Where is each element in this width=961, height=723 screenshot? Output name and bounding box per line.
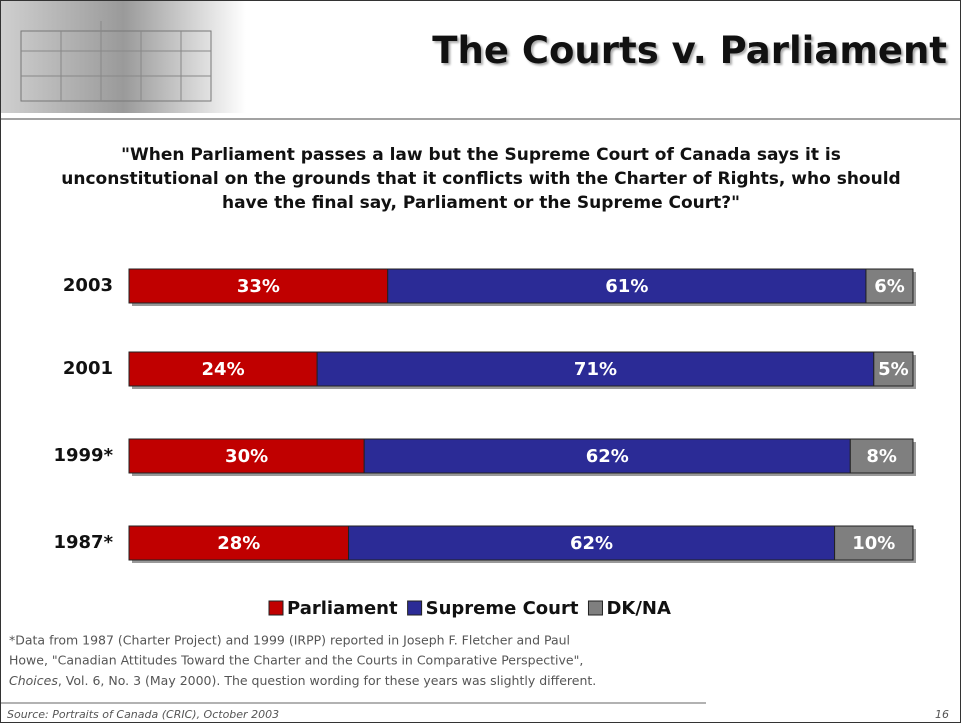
bar-segment bbox=[363, 438, 851, 474]
bar-segment bbox=[128, 268, 389, 304]
bar-segment bbox=[128, 525, 350, 561]
legend-swatch bbox=[407, 600, 423, 616]
y-tick-label: 2001 bbox=[63, 358, 113, 379]
bar-segment bbox=[316, 351, 875, 387]
value-label: 62% bbox=[586, 446, 629, 467]
value-label: 62% bbox=[570, 533, 613, 554]
bar-segment bbox=[834, 525, 914, 561]
value-label: 30% bbox=[225, 446, 268, 467]
y-tick-label: 1987* bbox=[53, 532, 113, 553]
legend-swatch bbox=[587, 600, 603, 616]
bar-segment bbox=[849, 438, 914, 474]
footnote-line: *Data from 1987 (Charter Project) and 19… bbox=[9, 633, 570, 648]
bar-segment bbox=[873, 351, 914, 387]
legend-label: DK/NA bbox=[606, 598, 671, 619]
bar-segment bbox=[128, 351, 318, 387]
value-label: 24% bbox=[202, 359, 245, 380]
value-label: 71% bbox=[574, 359, 617, 380]
legend-swatch bbox=[268, 600, 284, 616]
value-label: 28% bbox=[217, 533, 260, 554]
y-tick-label: 1999* bbox=[53, 445, 113, 466]
legend-label: Parliament bbox=[287, 598, 398, 619]
y-tick-label: 2003 bbox=[63, 275, 113, 296]
footnote-part: , Vol. 6, No. 3 (May 2000). The question… bbox=[58, 673, 596, 688]
slide-title: The Courts v. Parliament bbox=[432, 29, 947, 72]
header-image bbox=[1, 1, 246, 113]
legend: Parliament Supreme Court DK/NA bbox=[268, 598, 671, 619]
value-label: 5% bbox=[878, 359, 909, 380]
value-label: 61% bbox=[605, 276, 648, 297]
value-label: 10% bbox=[852, 533, 895, 554]
value-label: 8% bbox=[866, 446, 897, 467]
value-label: 33% bbox=[237, 276, 280, 297]
footnote-part: Choices bbox=[9, 673, 58, 688]
source: Source: Portraits of Canada (CRIC), Octo… bbox=[7, 708, 279, 721]
page-number: 16 bbox=[935, 708, 949, 721]
bar-segment bbox=[128, 438, 365, 474]
bar-segment bbox=[348, 525, 836, 561]
footnote-line: Howe, "Canadian Attitudes Toward the Cha… bbox=[9, 653, 583, 668]
legend-label: Supreme Court bbox=[426, 598, 579, 619]
bar-segment bbox=[387, 268, 867, 304]
footnote-line: Choices, Vol. 6, No. 3 (May 2000). The q… bbox=[9, 673, 596, 688]
question: "When Parliament passes a law but the Su… bbox=[61, 145, 901, 213]
value-label: 6% bbox=[874, 276, 905, 297]
bar-segment bbox=[865, 268, 914, 304]
